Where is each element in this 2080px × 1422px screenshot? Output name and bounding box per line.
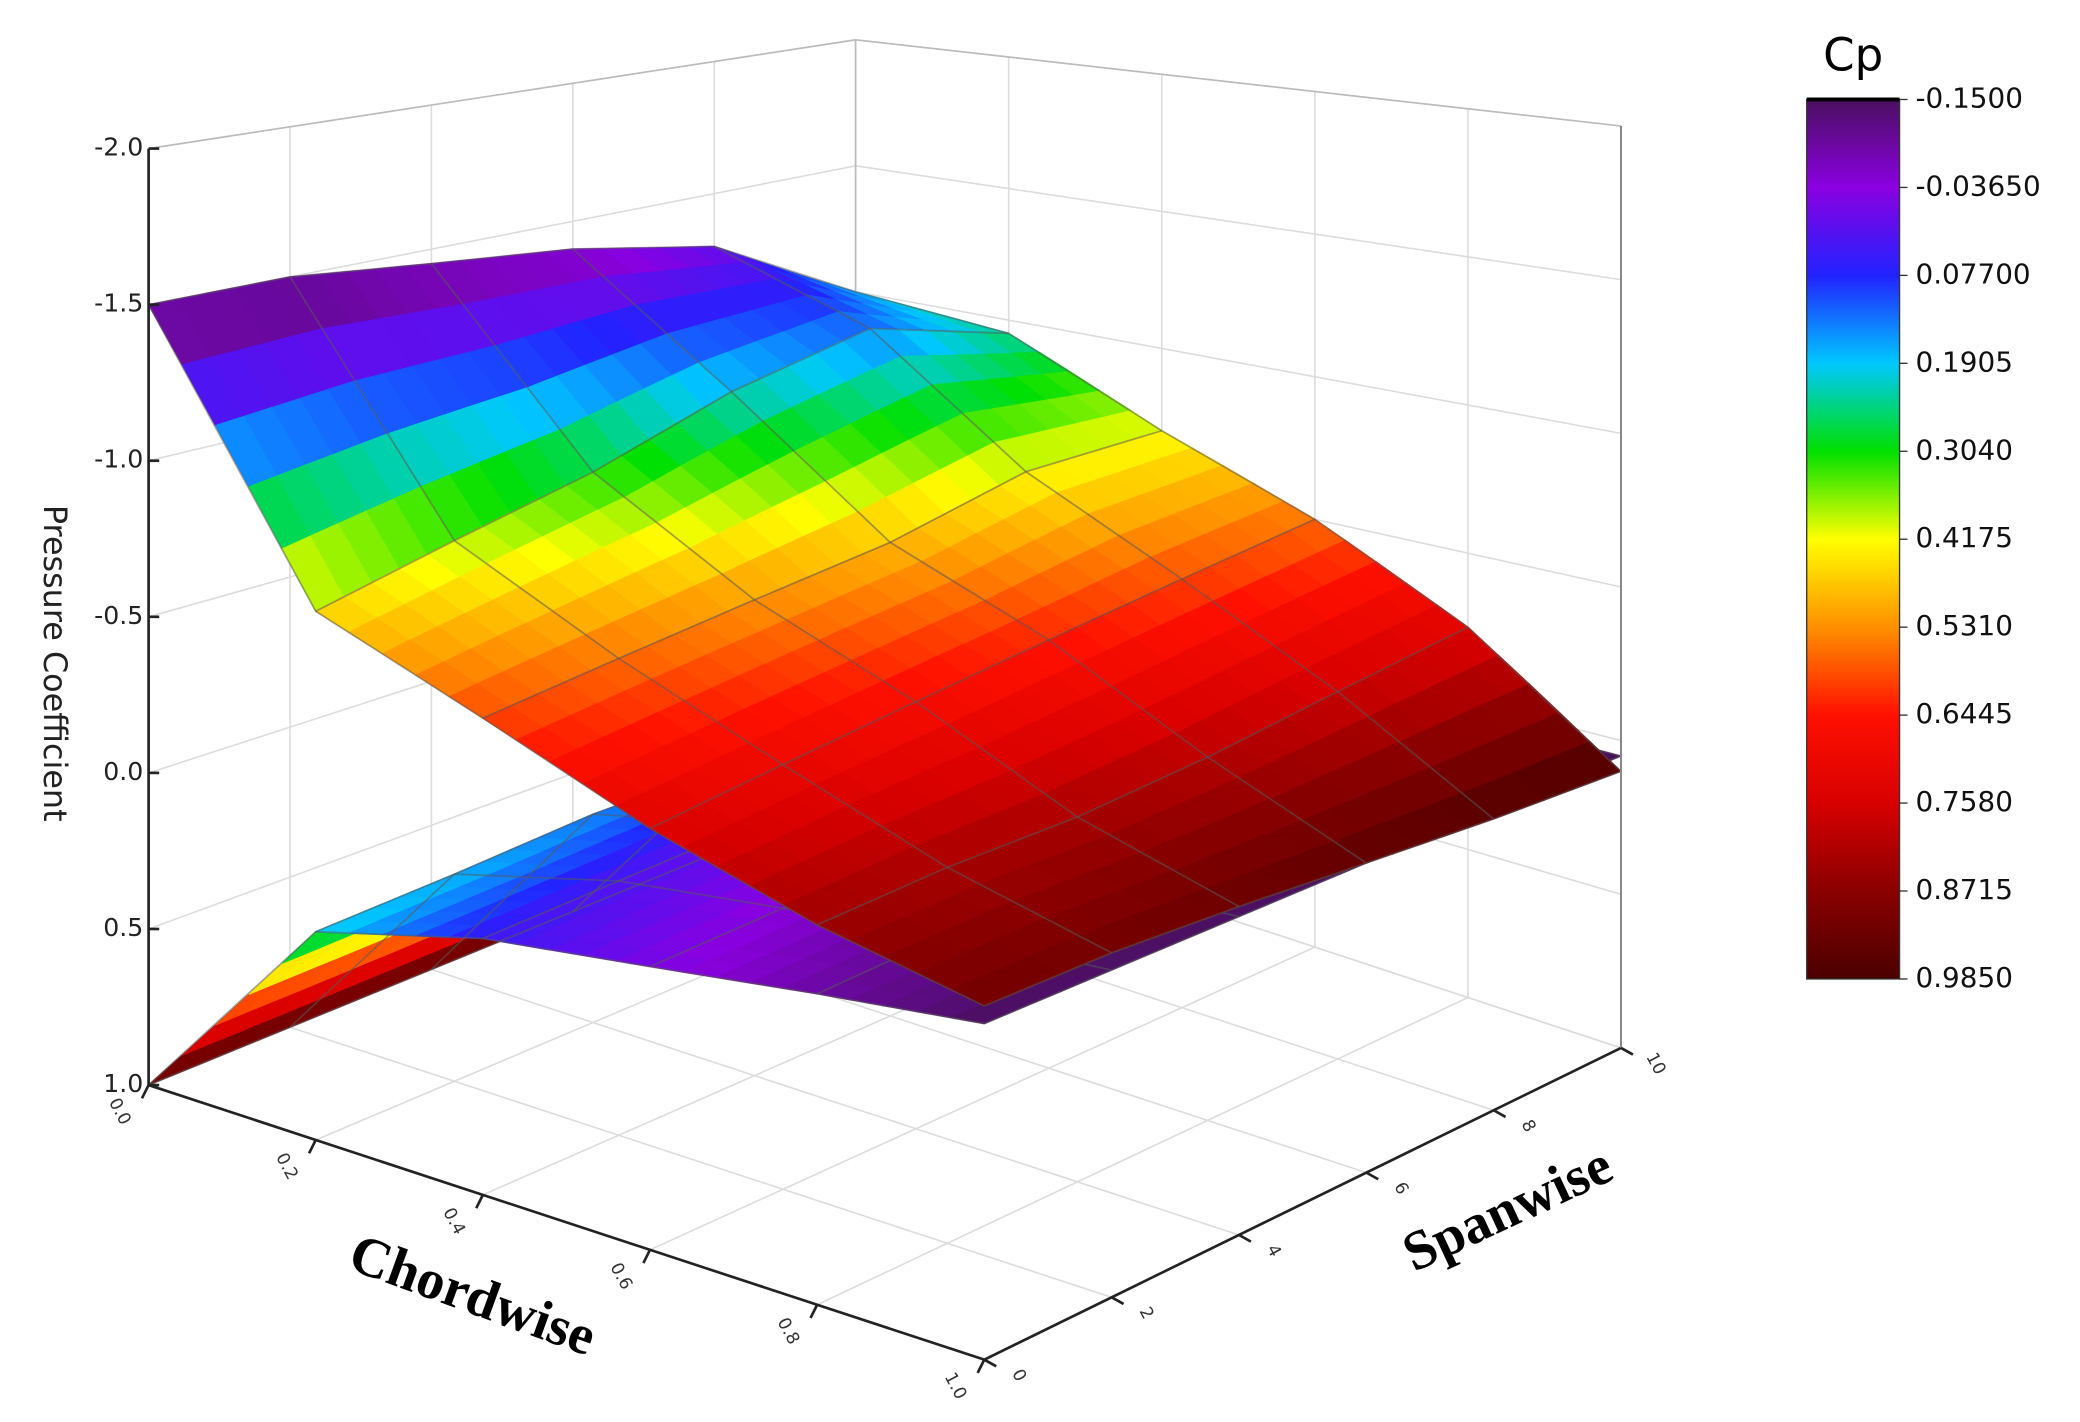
mesh-line	[315, 327, 1009, 613]
surfaces	[147, 245, 1623, 1086]
tick-mark	[475, 1194, 485, 1209]
x-tick-label: 0.6	[606, 1260, 637, 1294]
x-tick-label: 0.0	[104, 1095, 135, 1129]
z-tick-label: 0.5	[103, 913, 143, 942]
mesh-line	[148, 245, 856, 306]
tick-mark	[307, 1139, 317, 1154]
x-tick-label: 0.8	[773, 1314, 804, 1348]
colorbar-tick-label: 0.3040	[1915, 433, 2012, 466]
z-tick-label: 1.0	[103, 1069, 143, 1098]
colorbar-tick-label: 0.9850	[1915, 961, 2012, 994]
y-tick-label: 10	[1642, 1049, 1670, 1078]
colorbar-tick-label: 0.1905	[1915, 345, 2012, 378]
tick-mark	[1493, 1109, 1507, 1119]
mesh-line	[289, 276, 1113, 954]
mesh-line	[713, 245, 1495, 820]
mesh-line	[572, 248, 1367, 864]
colorbar-gradient	[1806, 98, 1901, 980]
mesh-line	[816, 626, 1469, 926]
z-tick-label: 0.0	[103, 757, 143, 786]
colorbar-title: Cp	[1823, 28, 1883, 81]
mesh-line	[855, 290, 1622, 772]
x-axis-line	[148, 1083, 985, 1361]
colorbar-tick-label: 0.4175	[1915, 521, 2012, 554]
mesh-line	[482, 429, 1163, 719]
tick-mark	[983, 1358, 997, 1368]
x-tick-label: 1.0	[940, 1369, 971, 1403]
tick-mark	[1620, 1046, 1634, 1056]
z-tick-label: -1.5	[94, 289, 143, 318]
y-axis-line	[983, 1046, 1622, 1361]
z-tick-label: -1.0	[94, 445, 143, 474]
x-tick-label: 0.4	[438, 1205, 469, 1239]
z-tick-label: -2.0	[94, 133, 143, 162]
y-tick-label: 8	[1517, 1117, 1540, 1136]
tick-mark	[976, 1359, 986, 1374]
colorbar-tick-label: -0.03650	[1915, 169, 2040, 202]
tick-mark	[809, 1304, 819, 1319]
tick-mark	[1238, 1233, 1252, 1243]
tick-mark	[1110, 1296, 1125, 1306]
x-axis-title: Chordwise	[341, 1222, 604, 1368]
mesh-line	[148, 930, 985, 1086]
mesh-line	[147, 304, 985, 1007]
y-tick-label: 0	[1007, 1366, 1030, 1385]
colorbar-tick-label: 0.5310	[1915, 609, 2012, 642]
colorbar-tick-label: -0.1500	[1915, 81, 2022, 114]
y-tick-label: 2	[1135, 1304, 1158, 1323]
colorbar: -0.1500 -0.03650 0.07700 0.1905 0.3040 0.4175…	[1806, 81, 2041, 994]
tick-mark	[140, 1084, 150, 1099]
z-tick-label: -0.5	[94, 601, 143, 630]
y-axis-title: Spanwise	[1393, 1134, 1621, 1284]
y-tick-label: 4	[1262, 1241, 1285, 1260]
tick-mark	[1365, 1171, 1379, 1181]
x-tick-label: 0.2	[271, 1150, 302, 1184]
tick-mark	[642, 1249, 652, 1264]
mesh-line	[649, 518, 1316, 830]
colorbar-tick-label: 0.6445	[1915, 697, 2012, 730]
colorbar-tick-label: 0.8715	[1915, 873, 2012, 906]
mesh-line	[983, 770, 1622, 1007]
colorbar-tick-label: 0.07700	[1915, 257, 2030, 290]
y-tick-label: 6	[1389, 1179, 1412, 1198]
z-axis-title: Pressure Coefficient	[36, 505, 74, 822]
mesh-line	[430, 263, 1240, 908]
colorbar-tick-label: 0.7580	[1915, 785, 2012, 818]
